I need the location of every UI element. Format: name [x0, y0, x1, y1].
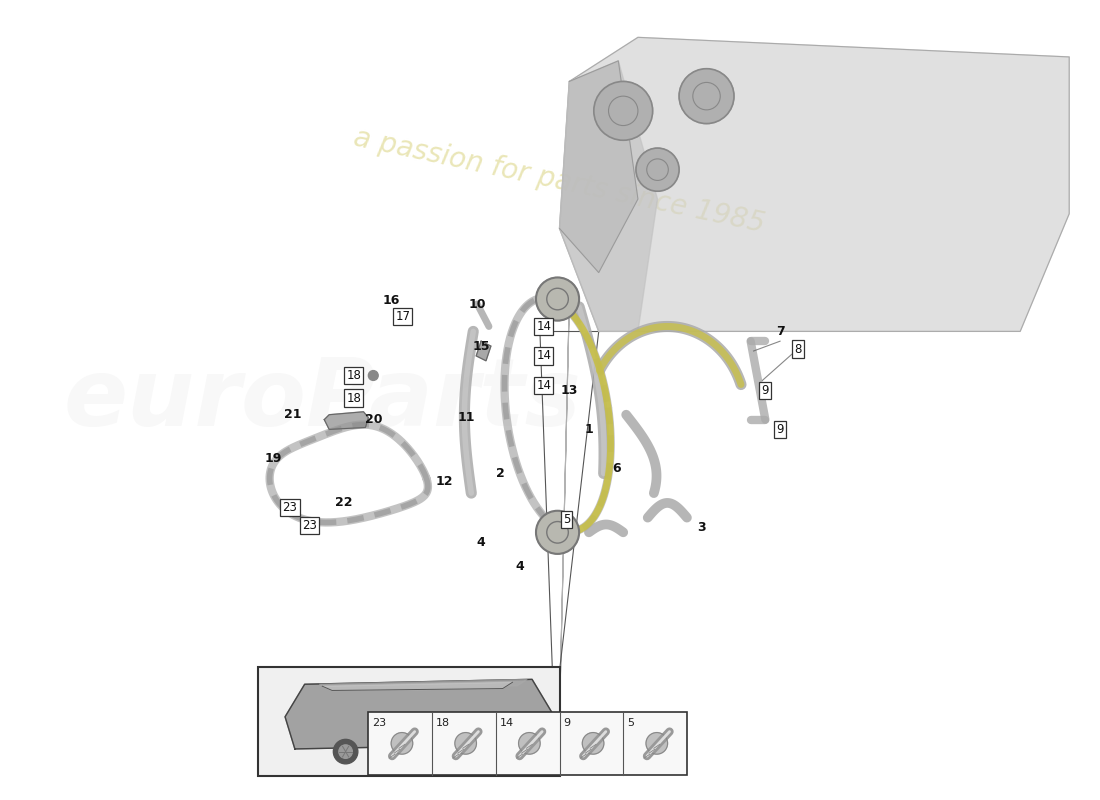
- Polygon shape: [560, 38, 1069, 331]
- Text: 14: 14: [499, 718, 514, 727]
- Polygon shape: [560, 61, 658, 331]
- Circle shape: [455, 733, 476, 754]
- Circle shape: [636, 148, 679, 191]
- Circle shape: [333, 739, 358, 764]
- Text: euroParts: euroParts: [64, 354, 581, 446]
- Text: 6: 6: [612, 462, 620, 475]
- Circle shape: [460, 738, 484, 762]
- Text: 22: 22: [336, 497, 353, 510]
- Text: 15: 15: [472, 339, 490, 353]
- Circle shape: [646, 733, 668, 754]
- Text: 4: 4: [476, 536, 485, 549]
- Text: 9: 9: [777, 423, 784, 436]
- Text: 23: 23: [372, 718, 386, 727]
- Text: 13: 13: [561, 384, 578, 397]
- Polygon shape: [476, 341, 491, 361]
- Text: 23: 23: [302, 519, 317, 532]
- Text: 18: 18: [346, 369, 361, 382]
- Bar: [257, 666, 560, 776]
- Circle shape: [392, 733, 412, 754]
- Text: 11: 11: [458, 411, 475, 424]
- Text: 14: 14: [537, 320, 551, 333]
- Text: 3: 3: [697, 521, 706, 534]
- Circle shape: [582, 733, 604, 754]
- Text: 14: 14: [537, 378, 551, 392]
- Text: 8: 8: [794, 342, 802, 355]
- Circle shape: [368, 370, 378, 380]
- Text: 5: 5: [563, 513, 570, 526]
- Text: 9: 9: [563, 718, 571, 727]
- Text: 16: 16: [382, 294, 399, 306]
- Text: 5: 5: [627, 718, 634, 727]
- Text: 19: 19: [265, 452, 282, 466]
- Circle shape: [339, 745, 352, 758]
- Circle shape: [518, 733, 540, 754]
- Text: 17: 17: [395, 310, 410, 323]
- Text: 9: 9: [761, 384, 769, 397]
- Text: 2: 2: [496, 467, 505, 480]
- Text: 4: 4: [516, 560, 525, 573]
- Text: 18: 18: [436, 718, 450, 727]
- Text: 18: 18: [346, 391, 361, 405]
- Text: 23: 23: [283, 502, 297, 514]
- Polygon shape: [560, 61, 638, 273]
- Text: 12: 12: [436, 475, 452, 488]
- Polygon shape: [322, 682, 513, 690]
- Text: 14: 14: [537, 350, 551, 362]
- Text: 20: 20: [364, 413, 382, 426]
- Circle shape: [536, 278, 579, 321]
- Circle shape: [536, 510, 579, 554]
- Circle shape: [594, 82, 652, 140]
- Text: 1: 1: [584, 423, 593, 436]
- Polygon shape: [285, 679, 552, 749]
- Text: 10: 10: [469, 298, 486, 311]
- Text: 7: 7: [776, 325, 784, 338]
- Circle shape: [399, 311, 411, 322]
- Circle shape: [465, 743, 478, 757]
- Text: 21: 21: [284, 408, 301, 422]
- Polygon shape: [324, 412, 369, 430]
- Circle shape: [679, 69, 734, 123]
- Bar: [368, 712, 686, 775]
- Polygon shape: [319, 679, 527, 689]
- Text: a passion for parts since 1985: a passion for parts since 1985: [351, 123, 768, 238]
